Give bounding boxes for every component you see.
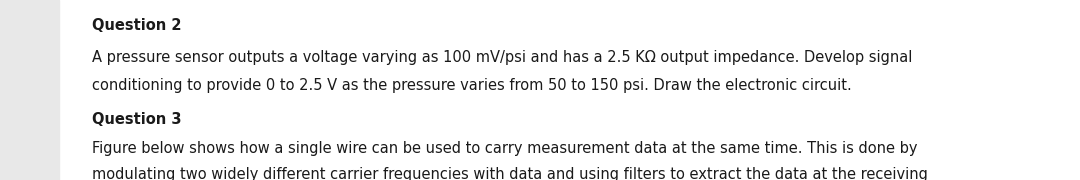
Text: Question 3: Question 3 bbox=[92, 112, 181, 127]
Bar bbox=[0, 0, 59, 180]
Text: modulating two widely different carrier frequencies with data and using filters : modulating two widely different carrier … bbox=[92, 166, 928, 180]
Text: Question 2: Question 2 bbox=[92, 18, 181, 33]
Text: A pressure sensor outputs a voltage varying as 100 mV/psi and has a 2.5 KΩ outpu: A pressure sensor outputs a voltage vary… bbox=[92, 50, 913, 65]
Text: Figure below shows how a single wire can be used to carry measurement data at th: Figure below shows how a single wire can… bbox=[92, 141, 917, 156]
Text: conditioning to provide 0 to 2.5 V as the pressure varies from 50 to 150 psi. Dr: conditioning to provide 0 to 2.5 V as th… bbox=[92, 78, 851, 93]
